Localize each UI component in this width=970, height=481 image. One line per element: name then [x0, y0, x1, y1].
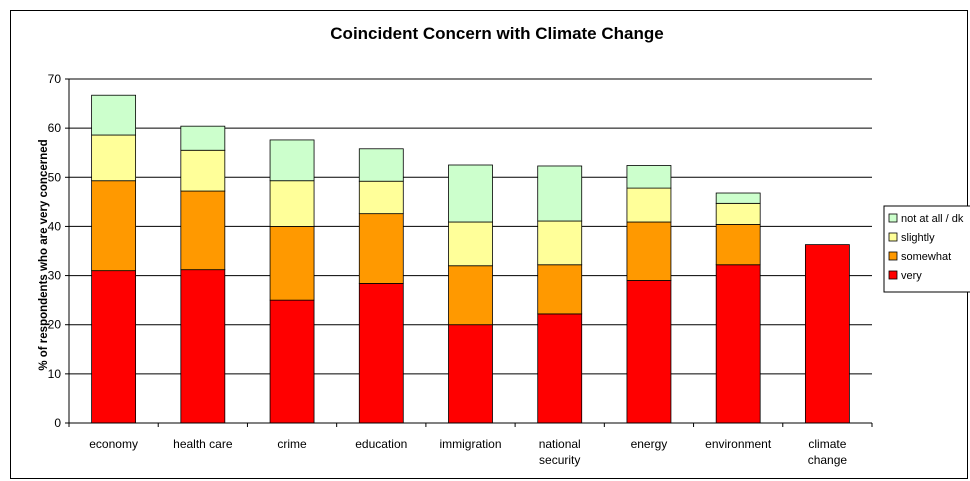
legend-label-not-at-all-dk: not at all / dk [901, 213, 964, 225]
bar-environment-somewhat [715, 224, 761, 266]
y-tick-label-60: 60 [48, 121, 62, 135]
x-tick-label-crime: crime [277, 437, 307, 451]
bar-energy-very [626, 280, 672, 424]
x-tick-label-education: education [355, 437, 407, 451]
bar-immigration-slightly [448, 221, 493, 267]
bar-education-slightly [358, 180, 404, 215]
legend: not at all / dk slightly somewhat very [883, 205, 970, 293]
y-tick-label-0: 0 [54, 416, 61, 430]
bar-health-care-not-at-all-dk [180, 125, 226, 151]
x-tick-label-health-care: health care [173, 437, 233, 451]
bar-energy-somewhat [626, 221, 672, 281]
y-tick-label-50: 50 [48, 170, 62, 184]
y-tick-label-70: 70 [48, 72, 62, 86]
legend-swatch-slightly [888, 232, 898, 242]
y-axis-label: % of respondents who are very concerned [38, 139, 50, 370]
bar-national-security-slightly [537, 220, 583, 266]
x-tick-label-energy: energy [631, 437, 668, 451]
bar-immigration-not-at-all-dk [448, 164, 493, 223]
y-tick-label-30: 30 [48, 269, 62, 283]
x-tick-label-climate-change: climate change [808, 437, 848, 467]
legend-box [883, 205, 970, 293]
bar-health-care-somewhat [180, 190, 226, 271]
bar-economy-slightly [91, 134, 137, 182]
bar-education-somewhat [358, 213, 404, 284]
x-tick-label-national-security: national security [539, 437, 581, 467]
bar-economy-somewhat [91, 180, 137, 272]
bar-education-very [358, 283, 404, 424]
bar-health-care-very [180, 269, 226, 424]
bar-national-security-not-at-all-dk [537, 165, 583, 222]
bar-environment-slightly [715, 202, 761, 225]
legend-swatch-very [888, 270, 898, 280]
bar-crime-not-at-all-dk [269, 139, 315, 182]
bar-environment-not-at-all-dk [715, 192, 761, 204]
bar-immigration-somewhat [448, 265, 493, 326]
bar-energy-slightly [626, 187, 672, 223]
bar-health-care-slightly [180, 149, 226, 192]
bar-national-security-somewhat [537, 264, 583, 315]
bar-crime-slightly [269, 180, 315, 227]
x-tick-label-immigration: immigration [439, 437, 501, 451]
x-tick-label-environment: environment [705, 437, 772, 451]
bar-economy-very [91, 270, 137, 424]
bar-national-security-very [537, 313, 583, 424]
bar-climate-change-very [804, 244, 850, 424]
bar-immigration-very [448, 324, 493, 424]
bar-crime-somewhat [269, 226, 315, 301]
chart-title: Coincident Concern with Climate Change [330, 24, 663, 43]
bar-environment-very [715, 264, 761, 424]
bar-education-not-at-all-dk [358, 148, 404, 182]
legend-label-slightly: slightly [901, 232, 935, 244]
y-tick-label-20: 20 [48, 318, 62, 332]
bar-crime-very [269, 299, 315, 424]
y-tick-label-40: 40 [48, 219, 62, 233]
y-tick-label-10: 10 [48, 367, 62, 381]
bar-economy-not-at-all-dk [91, 94, 137, 136]
legend-swatch-somewhat [888, 251, 898, 261]
bar-energy-not-at-all-dk [626, 165, 672, 189]
legend-swatch-not-at-all-dk [888, 213, 898, 223]
legend-label-somewhat: somewhat [901, 251, 951, 263]
legend-label-very: very [901, 270, 922, 282]
plot-area: 0 10 20 30 40 50 60 70 economy health care crime ed… [48, 72, 873, 467]
x-tick-label-economy: economy [89, 437, 138, 451]
